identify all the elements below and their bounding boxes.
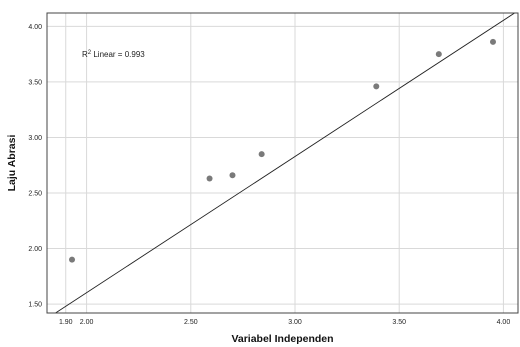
data-point (206, 175, 213, 182)
r-squared-prefix: R (82, 50, 88, 59)
y-tick-labels: 1.50 2.00 2.50 3.00 3.50 4.00 (28, 24, 42, 309)
data-point (229, 172, 236, 179)
y-axis-title: Laju Abrasi (6, 135, 18, 192)
x-tick-label: 4.00 (497, 319, 511, 326)
x-axis-title: Variabel Independen (231, 333, 333, 345)
x-tick-label: 2.50 (184, 319, 198, 326)
r-squared-superscript: 2 (88, 50, 92, 56)
x-tick-label: 2.00 (80, 319, 94, 326)
x-tick-labels: 1.90 2.00 2.50 3.00 3.50 4.00 (59, 319, 510, 326)
data-point (69, 256, 76, 263)
x-tick-label: 3.00 (288, 319, 302, 326)
data-point (373, 83, 380, 90)
y-tick-label: 1.50 (28, 302, 42, 309)
plot-frame (46, 12, 519, 314)
y-tick-label: 3.50 (28, 79, 42, 86)
data-point (489, 38, 496, 45)
y-tick-label: 4.00 (28, 24, 42, 31)
data-point (435, 51, 442, 58)
r-squared-annotation: R2 Linear = 0.993 (82, 50, 145, 59)
x-tick-label: 1.90 (59, 319, 73, 326)
fit-line (54, 13, 516, 313)
y-tick-label: 2.50 (28, 191, 42, 198)
y-tick-label: 3.00 (28, 135, 42, 142)
y-tick-label: 2.00 (28, 246, 42, 253)
data-points (69, 38, 496, 263)
r-squared-text: Linear = 0.993 (91, 50, 145, 59)
grid-lines (47, 13, 518, 313)
x-tick-label: 3.50 (392, 319, 406, 326)
fit-line-layer (54, 13, 516, 313)
data-point (258, 151, 265, 158)
